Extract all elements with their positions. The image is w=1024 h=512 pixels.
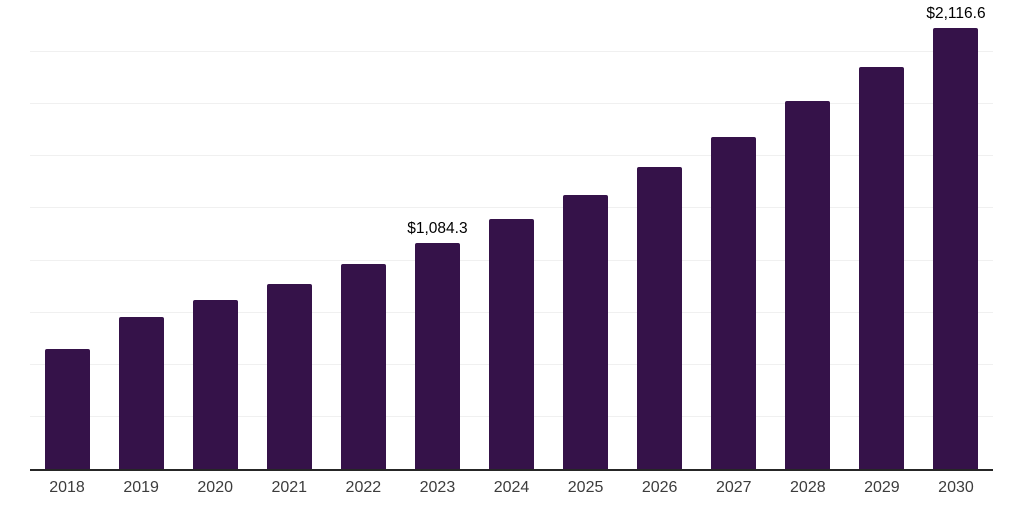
bar-slot-2022 [326, 0, 400, 469]
bar-slot-2023: $1,084.3 [400, 0, 474, 469]
bars-container: $1,084.3 $2,116.6 [30, 0, 993, 469]
bar-slot-2030: $2,116.6 [919, 0, 993, 469]
gridline-2000 [30, 51, 993, 53]
bar-2020 [192, 300, 238, 469]
bar-slot-2021 [252, 0, 326, 469]
bar-slot-2025 [549, 0, 623, 469]
bar-2018 [44, 349, 90, 469]
x-tick-label-2018: 2018 [49, 479, 85, 496]
x-tick-label-2028: 2028 [790, 479, 826, 496]
value-label-2030: $2,116.6 [926, 5, 986, 23]
x-tick-label-2026: 2026 [641, 479, 678, 496]
bar-2023 [414, 242, 460, 469]
bar-2030 [933, 27, 979, 469]
bar-2022 [340, 263, 386, 469]
value-label-2023: $1,084.3 [407, 220, 468, 238]
bar-2019 [118, 316, 164, 469]
plot-area: $1,084.3 $2,116.6 [30, 0, 993, 471]
x-tick-label-2019: 2019 [123, 479, 159, 496]
x-tick-label-2023: 2023 [419, 479, 456, 496]
bar-slot-2020 [178, 0, 252, 469]
bar-2021 [266, 283, 312, 469]
bar-slot-2027 [697, 0, 771, 469]
bar-slot-2029 [845, 0, 919, 469]
bar-2026 [637, 166, 683, 469]
bar-slot-2018 [30, 0, 104, 469]
x-tick-label-2027: 2027 [715, 479, 752, 496]
x-tick-label-2030: 2030 [938, 479, 974, 496]
x-tick-label-2024: 2024 [493, 479, 530, 496]
bar-2027 [711, 136, 757, 469]
gridline-1250 [30, 207, 993, 209]
bar-2028 [785, 101, 831, 469]
bar-slot-2024 [474, 0, 548, 469]
x-tick-label-2029: 2029 [864, 479, 900, 496]
gridline-1750 [30, 103, 993, 105]
x-axis-tick-labels: 2018 2019 2020 2021 2022 2023 2024 2025 2026 2027… [30, 479, 993, 497]
x-tick-label-2025: 2025 [567, 479, 604, 496]
x-tick-label-2020: 2020 [197, 479, 233, 496]
bar-slot-2028 [771, 0, 845, 469]
gridline-1500 [30, 155, 993, 157]
bar-slot-2026 [623, 0, 697, 469]
bar-slot-2019 [104, 0, 178, 469]
bar-2029 [859, 66, 905, 469]
x-tick-label-2022: 2022 [345, 479, 382, 496]
bar-2025 [563, 194, 609, 469]
x-axis-line [30, 469, 993, 471]
x-tick-label-2021: 2021 [271, 479, 308, 496]
bar-2024 [489, 218, 534, 469]
